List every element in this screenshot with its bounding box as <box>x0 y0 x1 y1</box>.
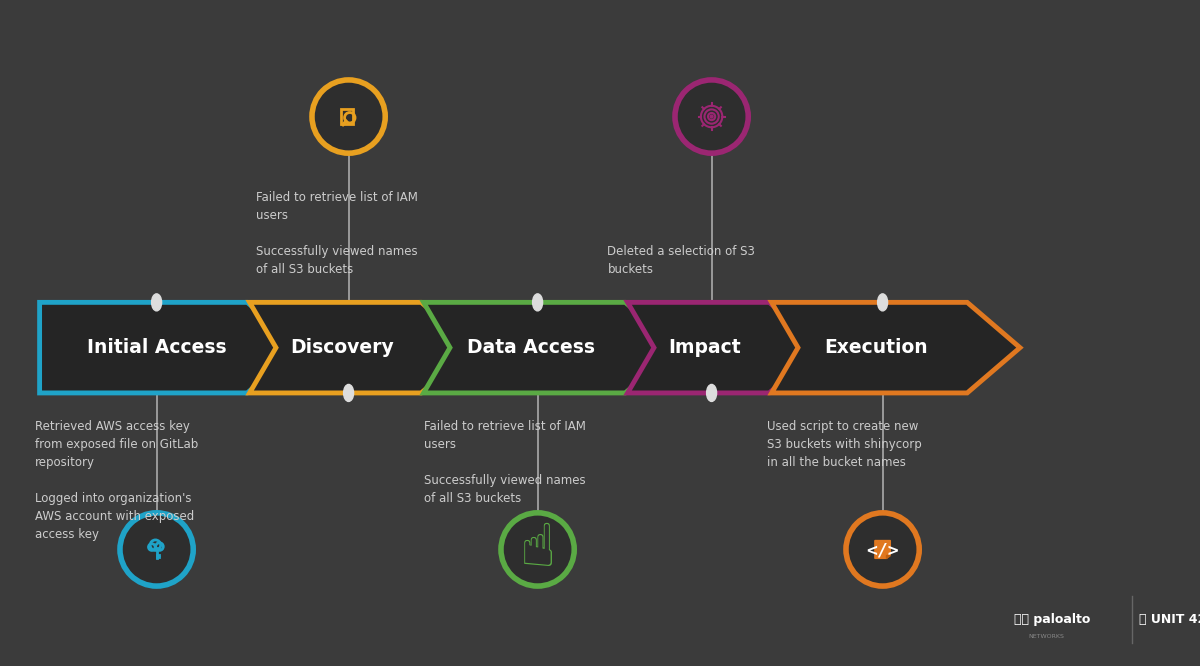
Ellipse shape <box>707 384 716 402</box>
Ellipse shape <box>151 294 162 311</box>
Text: ☝: ☝ <box>520 520 556 579</box>
Text: </>: </> <box>866 541 899 559</box>
Polygon shape <box>875 541 890 558</box>
Polygon shape <box>424 302 678 393</box>
Text: Deleted a selection of S3
buckets: Deleted a selection of S3 buckets <box>607 244 755 276</box>
Circle shape <box>312 80 385 153</box>
Circle shape <box>846 513 919 586</box>
Text: Failed to retrieve list of IAM
users

Successfully viewed names
of all S3 bucket: Failed to retrieve list of IAM users Suc… <box>256 190 418 276</box>
Circle shape <box>710 115 713 118</box>
Text: ⦾ UNIT 42: ⦾ UNIT 42 <box>1139 613 1200 626</box>
Polygon shape <box>887 555 890 558</box>
Text: Impact: Impact <box>668 338 742 357</box>
Polygon shape <box>628 302 822 393</box>
Text: Retrieved AWS access key
from exposed file on GitLab
repository

Logged into org: Retrieved AWS access key from exposed fi… <box>35 420 198 541</box>
Text: Execution: Execution <box>824 338 928 357</box>
Text: Failed to retrieve list of IAM
users

Successfully viewed names
of all S3 bucket: Failed to retrieve list of IAM users Suc… <box>424 420 586 505</box>
Circle shape <box>500 513 575 586</box>
Text: ⧄⧄ paloalto: ⧄⧄ paloalto <box>1014 613 1091 626</box>
Text: Initial Access: Initial Access <box>86 338 227 357</box>
Circle shape <box>674 80 749 153</box>
Text: Data Access: Data Access <box>467 338 595 357</box>
Polygon shape <box>772 302 1020 393</box>
Ellipse shape <box>533 294 542 311</box>
Circle shape <box>120 513 193 586</box>
Ellipse shape <box>877 294 888 311</box>
Polygon shape <box>250 302 474 393</box>
Ellipse shape <box>343 384 354 402</box>
Text: Discovery: Discovery <box>290 338 394 357</box>
Text: NETWORKS: NETWORKS <box>1028 633 1064 639</box>
Text: Used script to create new
S3 buckets with shinycorp
in all the bucket names: Used script to create new S3 buckets wit… <box>767 420 922 469</box>
Polygon shape <box>40 302 300 393</box>
